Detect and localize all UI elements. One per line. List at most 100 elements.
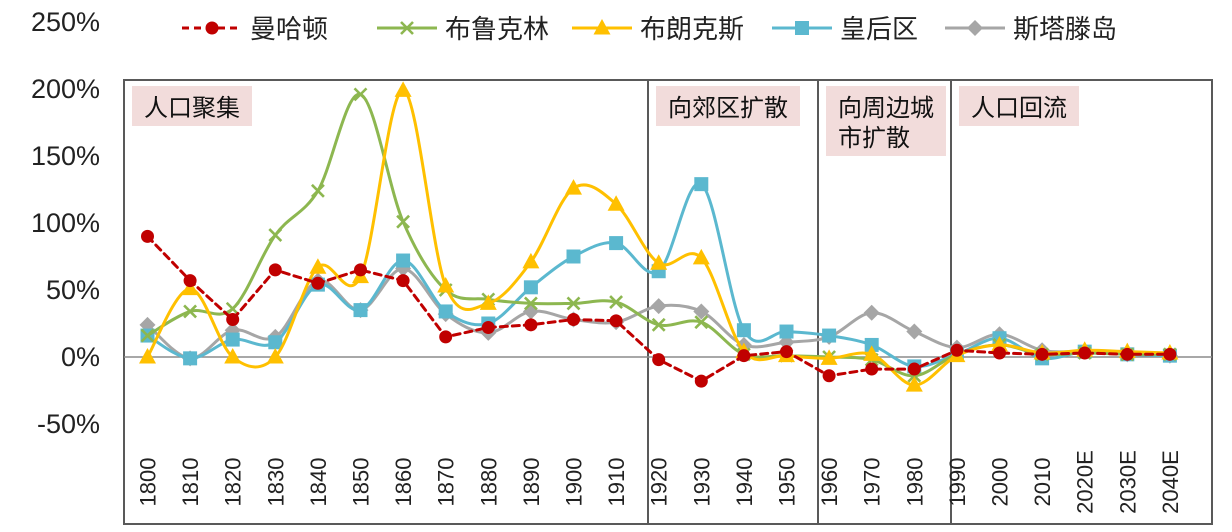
data-point xyxy=(1163,347,1177,361)
x-tick-label: 2020E xyxy=(1073,450,1098,514)
y-tick-label: 150% xyxy=(31,141,100,171)
data-point xyxy=(183,304,198,319)
x-tick-label: 2040E xyxy=(1158,450,1183,514)
data-point xyxy=(523,296,538,311)
data-point xyxy=(609,236,624,251)
legend-item: 斯塔滕岛 xyxy=(945,15,1117,45)
marker-stroke xyxy=(140,328,155,343)
y-tick-label: 250% xyxy=(31,7,100,37)
x-tick-label: 1800 xyxy=(136,458,161,507)
data-point xyxy=(991,335,1008,352)
marker-stroke xyxy=(566,296,581,311)
x-tick-label: 1830 xyxy=(263,458,288,507)
phase-label: 向周边城 xyxy=(838,94,934,122)
marker-stroke xyxy=(225,301,240,316)
legend-marker xyxy=(795,21,809,35)
data-point xyxy=(481,321,495,335)
x-tick-label: 1960 xyxy=(817,458,842,507)
x-axis: 1800 1810 1820 1830 1840 1850 1860 1870 1880 1890… xyxy=(136,450,1183,514)
x-tick-label: 1870 xyxy=(434,458,459,507)
legend-marker xyxy=(205,21,219,35)
x-tick-label: 1950 xyxy=(775,458,800,507)
legend-item: 布鲁克林 xyxy=(377,15,549,45)
data-point xyxy=(693,303,710,320)
data-point xyxy=(906,323,923,340)
data-point xyxy=(652,353,666,367)
x-tick-label: 1910 xyxy=(604,458,629,507)
legend-label: 布朗克斯 xyxy=(640,15,744,45)
legend-item: 布朗克斯 xyxy=(572,15,744,45)
data-point xyxy=(1120,347,1134,361)
data-point xyxy=(694,315,709,330)
data-point xyxy=(268,228,283,242)
marker-stroke xyxy=(353,87,368,102)
data-point xyxy=(737,349,751,363)
x-tick-label: 1920 xyxy=(647,458,672,507)
data-point xyxy=(609,295,624,309)
data-point xyxy=(437,276,455,293)
legend: 曼哈顿 布鲁克林 布朗克斯 皇后区 斯塔滕岛 xyxy=(182,15,1117,45)
data-point xyxy=(905,376,923,392)
data-point xyxy=(993,346,1006,360)
data-point xyxy=(394,81,412,97)
x-tick-label: 2000 xyxy=(988,458,1013,507)
data-point xyxy=(1078,346,1092,360)
data-point xyxy=(439,330,453,344)
data-point xyxy=(651,317,666,332)
legend-label: 皇后区 xyxy=(840,15,918,45)
data-point xyxy=(396,274,410,288)
series-layer xyxy=(139,81,1179,392)
data-point xyxy=(268,335,283,350)
data-point xyxy=(650,254,668,270)
data-point xyxy=(266,348,284,364)
y-tick-label: 100% xyxy=(31,208,100,238)
x-tick-label: 2010 xyxy=(1030,458,1055,507)
data-point xyxy=(523,280,538,295)
data-point xyxy=(522,252,540,269)
data-point xyxy=(310,183,325,198)
legend-marker xyxy=(400,21,414,35)
x-tick-label: 1820 xyxy=(221,458,246,507)
data-point xyxy=(396,214,411,229)
marker-stroke xyxy=(609,295,624,309)
phase-boxes xyxy=(123,79,1213,525)
legend-label: 布鲁克林 xyxy=(445,15,549,45)
x-tick-label: 1850 xyxy=(349,458,374,507)
data-point xyxy=(950,343,964,357)
phase-label-bg xyxy=(959,86,1079,126)
data-point xyxy=(567,312,580,326)
y-tick-label: 200% xyxy=(31,74,100,104)
marker-stroke xyxy=(523,296,538,311)
y-axis: -50% 0% 50% 100% 150% 200% 250% xyxy=(31,7,100,439)
data-point xyxy=(183,274,197,288)
y-tick-label: 0% xyxy=(61,342,100,372)
phase-label: 人口回流 xyxy=(971,94,1067,122)
x-tick-label: 1890 xyxy=(519,458,544,507)
data-point xyxy=(820,349,838,365)
data-point xyxy=(225,332,240,347)
x-tick-label: 1970 xyxy=(860,458,885,507)
legend-item: 曼哈顿 xyxy=(182,15,328,45)
data-point xyxy=(736,323,751,338)
legend-label: 斯塔滕岛 xyxy=(1013,15,1117,45)
data-point xyxy=(694,177,709,192)
x-tick-label: 1840 xyxy=(306,458,331,507)
data-point xyxy=(692,248,710,265)
phase-label-bg xyxy=(826,86,946,156)
data-point xyxy=(864,337,879,352)
x-tick-label: 2030E xyxy=(1115,450,1140,514)
series-曼哈顿 xyxy=(141,229,1177,388)
data-point xyxy=(183,351,198,366)
series-line xyxy=(146,92,1172,378)
legend-marker xyxy=(967,20,983,36)
legend-marker xyxy=(593,19,611,35)
data-point xyxy=(650,298,667,315)
marker-stroke xyxy=(268,228,283,242)
marker-stroke xyxy=(183,304,198,319)
data-point xyxy=(907,362,921,376)
data-point xyxy=(268,263,282,277)
x-tick-label: 1930 xyxy=(689,458,714,507)
x-tick-label: 1880 xyxy=(476,458,501,507)
